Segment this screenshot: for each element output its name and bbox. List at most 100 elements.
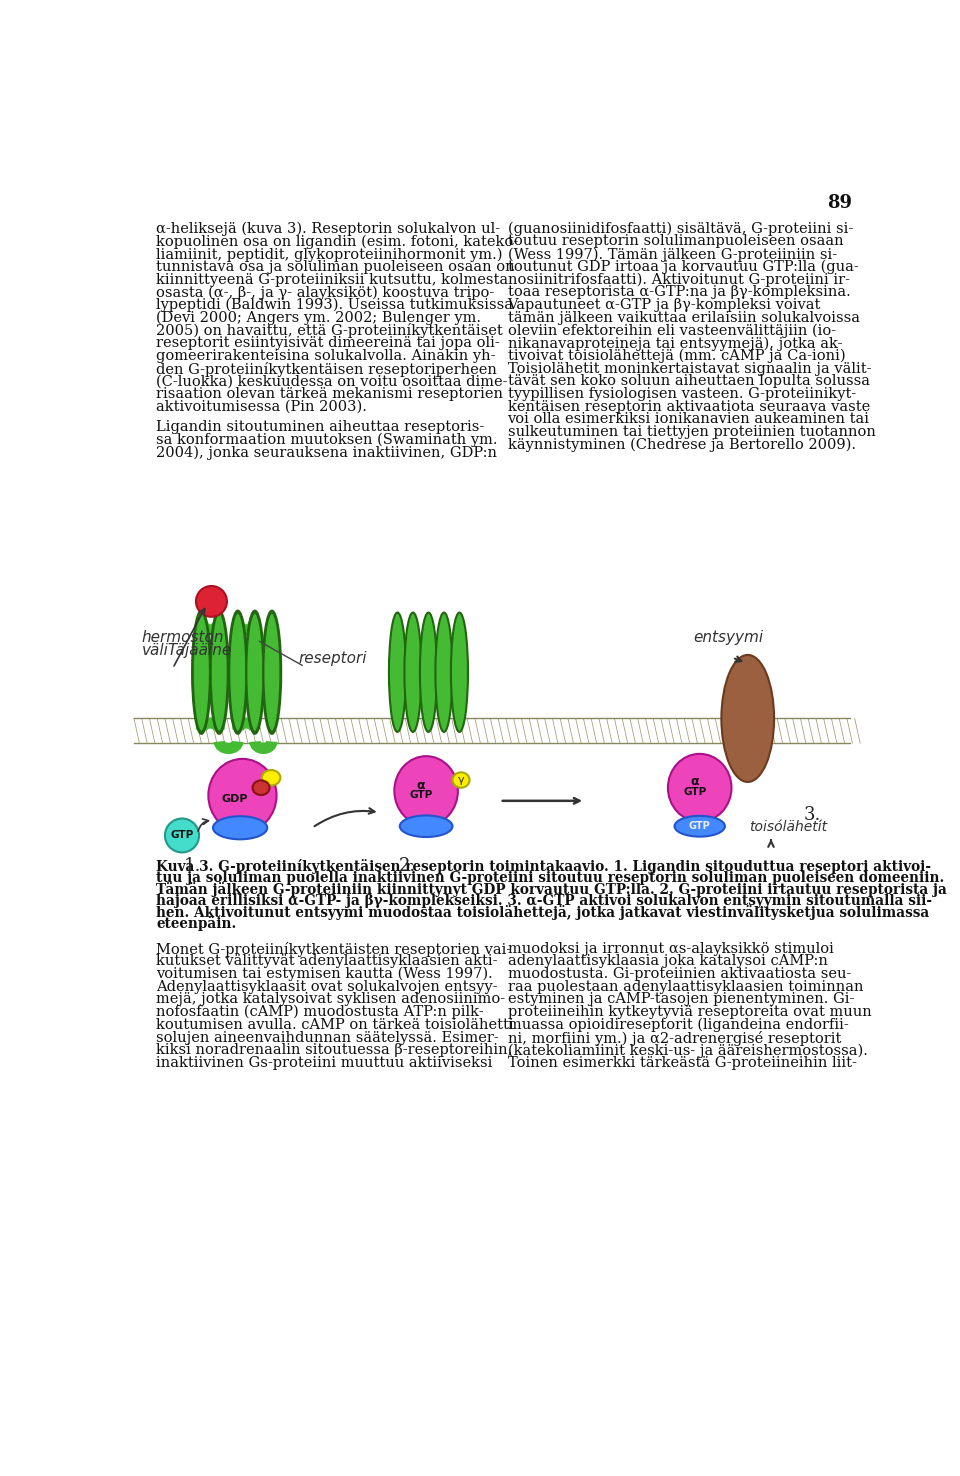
Text: oleviin efektoreihin eli vasteenvälittäjiin (io-: oleviin efektoreihin eli vasteenvälittäj…	[508, 323, 835, 338]
Ellipse shape	[395, 756, 458, 825]
Text: tävät sen koko soluun aiheuttaen lopulta solussa: tävät sen koko soluun aiheuttaen lopulta…	[508, 375, 870, 388]
Ellipse shape	[675, 816, 725, 837]
Text: nosiinitrifosfaatti​). Aktivoitunut G-proteiini ir-: nosiinitrifosfaatti​). Aktivoitunut G-pr…	[508, 273, 850, 286]
Circle shape	[196, 586, 227, 617]
Ellipse shape	[247, 613, 263, 732]
Text: tyypillisen fysiologisen vasteen. G-proteiinikyt-: tyypillisen fysiologisen vasteen. G-prot…	[508, 387, 855, 401]
Text: (Wess 1997). Tämän jälkeen G-proteiiniin si-: (Wess 1997). Tämän jälkeen G-proteiiniin…	[508, 246, 836, 261]
Text: risaation olevan tärkeä mekanismi reseptorien: risaation olevan tärkeä mekanismi resept…	[156, 387, 503, 401]
Text: ni, morfiini ym.) ja α2-adrenergisé reseptorit: ni, morfiini ym.) ja α2-adrenergisé res…	[508, 1030, 841, 1045]
Ellipse shape	[263, 613, 280, 732]
Text: sa konformaation muutoksen (Swaminath ym.: sa konformaation muutoksen (Swaminath ym…	[156, 432, 498, 447]
Text: gomeerirakenteisina solukalvolla. Ainakin yh-: gomeerirakenteisina solukalvolla. Ainaki…	[156, 348, 496, 363]
Text: 1.: 1.	[183, 858, 201, 875]
Ellipse shape	[452, 772, 469, 788]
Ellipse shape	[192, 611, 210, 734]
Text: α: α	[691, 775, 700, 788]
Text: lypeptidi (Baldwin 1993). Useissa tutkimuksissa: lypeptidi (Baldwin 1993). Useissa tutkim…	[156, 298, 514, 313]
Text: nikanavaproteineja tai entsyymejä), jotka ak-: nikanavaproteineja tai entsyymejä), jotk…	[508, 337, 842, 350]
Text: kentäisen reseptorin aktivaatiota seuraava vaste: kentäisen reseptorin aktivaatiota seuraa…	[508, 400, 870, 413]
Ellipse shape	[420, 613, 437, 732]
Text: osasta (α-, β-, ja γ- alayksiköt) koostuva tripo-: osasta (α-, β-, ja γ- alayksiköt) koostu…	[156, 285, 494, 300]
Text: GTP: GTP	[689, 821, 710, 831]
Text: koutumisen avulla. cAMP on tärkeä toisiolähetti: koutumisen avulla. cAMP on tärkeä toisio…	[156, 1018, 514, 1032]
Ellipse shape	[389, 613, 406, 732]
Text: (C-luokka) keskuudessa on voitu osoittaa dime-: (C-luokka) keskuudessa on voitu osoittaa…	[156, 375, 508, 388]
Ellipse shape	[210, 613, 228, 732]
Ellipse shape	[721, 655, 774, 782]
Text: Tämän jälkeen G-proteiiniin kiinnittynyt GDP korvautuu GTP:lla. 2. G-proteiini i: Tämän jälkeen G-proteiiniin kiinnittynyt…	[156, 883, 948, 897]
Text: Ligandin sitoutuminen aiheuttaa reseptoris-: Ligandin sitoutuminen aiheuttaa reseptor…	[156, 421, 485, 434]
Text: Monet G-proteiiníkytkentäisten reseptorien vai-: Monet G-proteiiníkytkentäisten reseptori…	[156, 942, 512, 956]
Ellipse shape	[451, 613, 468, 732]
Bar	[120, 620, 864, 846]
Text: reseptorit esiintyisivät dimeereinä tai jopa oli-: reseptorit esiintyisivät dimeereinä tai …	[156, 337, 500, 350]
Text: (Devi 2000; Angers ym. 2002; Bulenger ym.: (Devi 2000; Angers ym. 2002; Bulenger ym…	[156, 311, 481, 325]
Text: entsyymi: entsyymi	[693, 630, 763, 645]
Text: (katekoliamiinit keski-us- ja ääreishermostossa).: (katekoliamiinit keski-us- ja ääreisherm…	[508, 1044, 868, 1058]
Text: liamiinit, peptidit, glykoproteiinihormonit ym.): liamiinit, peptidit, glykoproteiinihormo…	[156, 246, 503, 261]
Text: kutukset välittyvät adenylaattisyklaasien akti-: kutukset välittyvät adenylaattisyklaasie…	[156, 955, 498, 968]
Ellipse shape	[668, 754, 732, 822]
Text: tuu ja soluliman puolella inaktiivinen G-proteiini sitoutuu reseptorin soluliman: tuu ja soluliman puolella inaktiivinen G…	[156, 871, 945, 884]
Text: hermoston: hermoston	[142, 630, 225, 645]
Text: väliTäjääîne: väliTäjääîne	[142, 642, 232, 658]
Text: 2004), jonka seurauksena inaktiivinen, GDP:n: 2004), jonka seurauksena inaktiivinen, G…	[156, 446, 497, 461]
Ellipse shape	[210, 611, 228, 734]
Text: muodostusta. Gi-proteiinien aktivaatiosta seu-: muodostusta. Gi-proteiinien aktivaatiost…	[508, 967, 851, 982]
Text: adenylaattisyklaasia joka katalysoi cAMP:n: adenylaattisyklaasia joka katalysoi cAMP…	[508, 955, 828, 968]
Ellipse shape	[262, 770, 280, 785]
Text: Toisiolähetit moninkertaistavat signaalin ja välit-: Toisiolähetit moninkertaistavat signaali…	[508, 362, 871, 375]
Text: sulkeutuminen tai tiettyjen proteiinien tuotannon: sulkeutuminen tai tiettyjen proteiinien …	[508, 425, 876, 438]
Text: nofosfaatin (cAMP) muodostusta ATP:n pilk-: nofosfaatin (cAMP) muodostusta ATP:n pil…	[156, 1005, 484, 1020]
Text: (​guanosiinidifosfaatti​) sisältävä, G-proteiini si-: (​guanosiinidifosfaatti​) sisältävä, G-p…	[508, 221, 852, 236]
Text: Adenylaattisyklaasit ovat solukalvojen entsyy-: Adenylaattisyklaasit ovat solukalvojen e…	[156, 980, 498, 993]
Ellipse shape	[228, 611, 247, 734]
Text: 89: 89	[827, 193, 852, 213]
Text: GDP: GDP	[222, 794, 248, 803]
Text: α-heliksejä (kuva 3). Reseptorin solukalvon ul-: α-heliksejä (kuva 3). Reseptorin solukal…	[156, 221, 500, 236]
Text: muodoksi ja irronnut αs-alayksikkö stimuloi: muodoksi ja irronnut αs-alayksikkö stimu…	[508, 942, 833, 955]
Text: Toinen esimerkki tärkeästä G-proteiineihin liit-: Toinen esimerkki tärkeästä G-proteiineih…	[508, 1055, 856, 1070]
Text: voi olla esimerkiksi ionikanavien aukeaminen tai: voi olla esimerkiksi ionikanavien aukeam…	[508, 412, 870, 427]
Circle shape	[165, 819, 199, 853]
Text: γ: γ	[458, 775, 465, 785]
Ellipse shape	[436, 613, 452, 732]
Text: Vapautuneet α-GTP ja βγ-kompleksi voivat: Vapautuneet α-GTP ja βγ-kompleksi voivat	[508, 298, 821, 311]
Ellipse shape	[404, 613, 421, 732]
Text: voitumisen tai estymisen kautta (Wess 1997).: voitumisen tai estymisen kautta (Wess 19…	[156, 967, 493, 982]
Text: GTP: GTP	[409, 791, 432, 800]
Text: GTP: GTP	[684, 787, 707, 797]
Text: 2005) on havaittu, että G-proteiiníkytkentäiset: 2005) on havaittu, että G-proteiiníkytke…	[156, 323, 503, 338]
Text: tämän jälkeen vaikuttaa erilaisiin solukalvoissa: tämän jälkeen vaikuttaa erilaisiin soluk…	[508, 311, 859, 325]
Ellipse shape	[229, 613, 247, 732]
Text: kiinnittyeenä G-proteiiniksii kutsuttu, kolmesta: kiinnittyeenä G-proteiiniksii kutsuttu, …	[156, 273, 509, 286]
Text: α: α	[417, 779, 425, 793]
Text: hen. Aktivoitunut entsyymi muodostaa toisiolähettejä, jotka jatkavat viestinväli: hen. Aktivoitunut entsyymi muodostaa toi…	[156, 905, 929, 920]
Text: toutunut GDP irtoaa ja korvautuu GTP:lla (​gua-: toutunut GDP irtoaa ja korvautuu GTP:lla…	[508, 260, 858, 275]
Text: solujen aineenvaihdunnan säätelyssä. Esimer-: solujen aineenvaihdunnan säätelyssä. Esi…	[156, 1030, 499, 1045]
Text: Kuva 3. G-proteiiníkytkentäisen reseptorin toimintakaavio. 1. Ligandin sitoudutt: Kuva 3. G-proteiiníkytkentäisen reseptor…	[156, 859, 931, 874]
Text: mejä, jotka katalysoivat syklisen adenosiinimo-: mejä, jotka katalysoivat syklisen adenos…	[156, 992, 506, 1007]
Text: käynnistyminen (Chedrese ja Bertorello 2009).: käynnistyminen (Chedrese ja Bertorello 2…	[508, 438, 855, 452]
Text: aktivoitumisessa (Pin 2003).: aktivoitumisessa (Pin 2003).	[156, 400, 368, 413]
Text: toisólähetít: toisólähetít	[750, 821, 828, 834]
Text: kiksi noradrenaalin sitoutuessa β-reseptoreihin,: kiksi noradrenaalin sitoutuessa β-resept…	[156, 1044, 513, 1057]
Text: tivoivat toisiolähettejä (mm. cAMP ja Ca-ioni): tivoivat toisiolähettejä (mm. cAMP ja Ca…	[508, 348, 845, 363]
Text: GTP: GTP	[170, 831, 194, 840]
Text: reseptori: reseptori	[299, 651, 367, 667]
Text: proteiineihin kytkeytyviä reseptoreita ovat muun: proteiineihin kytkeytyviä reseptoreita o…	[508, 1005, 872, 1018]
Ellipse shape	[252, 781, 270, 796]
Ellipse shape	[399, 815, 452, 837]
Text: toutuu reseptorin solulimanpuoleiseen osaan: toutuu reseptorin solulimanpuoleiseen os…	[508, 235, 843, 248]
Text: raa puolestaan adenylaattisyklaasien toiminnan: raa puolestaan adenylaattisyklaasien toi…	[508, 980, 863, 993]
Text: kopuolinen osa on ligandin (esim. fotoni, kateko-: kopuolinen osa on ligandin (esim. fotoni…	[156, 235, 518, 249]
Ellipse shape	[193, 613, 210, 732]
Text: hajoaa erillisiksi α-GTP- ja βγ-komplekseiksi. 3. α-GTP aktivoi solukalvon entsy: hajoaa erillisiksi α-GTP- ja βγ-kompleks…	[156, 893, 932, 908]
Ellipse shape	[263, 611, 281, 734]
Ellipse shape	[246, 611, 264, 734]
Ellipse shape	[208, 759, 276, 832]
Text: 3.: 3.	[804, 806, 821, 824]
Text: estyminen ja cAMP-tasojen pienentyminen. Gi-: estyminen ja cAMP-tasojen pienentyminen.…	[508, 992, 853, 1007]
Text: den G-proteiiníkytkentäisen reseptoriperheen: den G-proteiiníkytkentäisen reseptoriper…	[156, 362, 497, 376]
